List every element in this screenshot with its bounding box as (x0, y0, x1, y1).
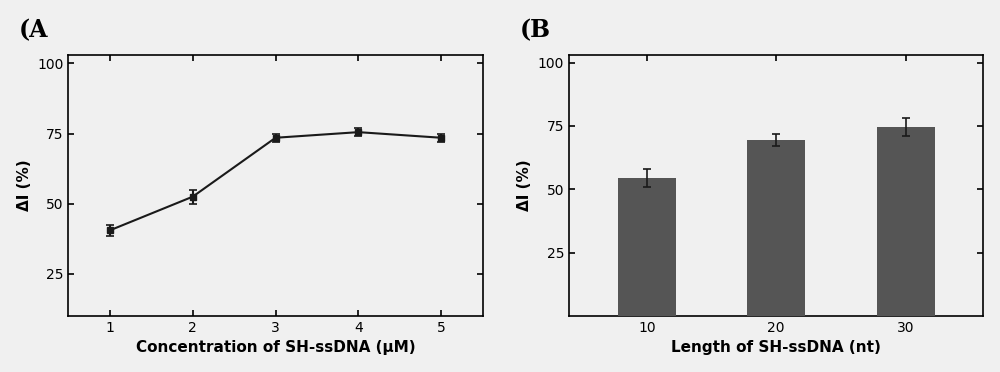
X-axis label: Length of SH-ssDNA (nt): Length of SH-ssDNA (nt) (671, 340, 881, 355)
Y-axis label: ΔI (%): ΔI (%) (517, 160, 532, 211)
Text: (B: (B (519, 18, 550, 42)
X-axis label: Concentration of SH-ssDNA (μM): Concentration of SH-ssDNA (μM) (136, 340, 415, 355)
Y-axis label: ΔI (%): ΔI (%) (17, 160, 32, 211)
Bar (747, 140, 805, 316)
Text: (A: (A (19, 18, 48, 42)
Bar (877, 127, 935, 316)
Bar (618, 178, 676, 316)
